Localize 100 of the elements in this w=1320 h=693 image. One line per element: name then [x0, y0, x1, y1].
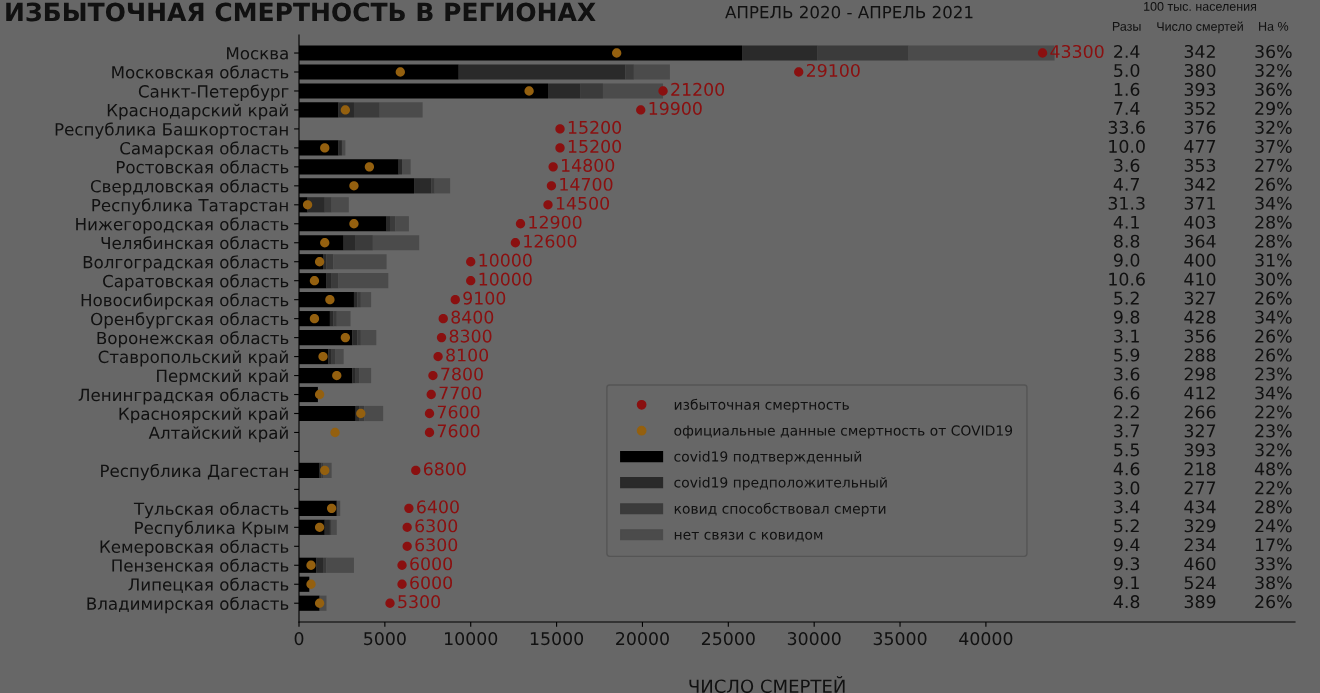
chart-title: ИЗБЫТОЧНАЯ СМЕРТНОСТЬ В РЕГИОНАХ — [6, 2, 596, 22]
point — [546, 181, 557, 191]
bar — [633, 64, 670, 80]
annotation: 524 — [1184, 576, 1216, 590]
y-tick-label: Воронежская область — [97, 331, 289, 348]
annotation: 36% — [1255, 82, 1292, 97]
point — [314, 522, 325, 532]
bar — [333, 311, 337, 327]
point — [658, 86, 668, 96]
point — [326, 503, 337, 514]
point — [318, 351, 328, 362]
data-label: 14700 — [560, 177, 613, 191]
annotation: 24% — [1255, 519, 1292, 533]
point — [636, 105, 646, 115]
point — [340, 332, 351, 343]
y-tick-label: Пензенская область — [112, 558, 289, 572]
point — [555, 143, 565, 153]
annotation: 266 — [1184, 405, 1216, 419]
data-label: 14800 — [562, 158, 615, 172]
y-tick-label: Оренбургская область — [91, 312, 289, 329]
data-label: 15200 — [568, 139, 622, 153]
annotation: 23% — [1255, 367, 1292, 381]
annotation: 36% — [1255, 44, 1292, 59]
point — [364, 162, 375, 172]
data-label: 7600 — [437, 405, 480, 419]
bar — [379, 102, 423, 118]
bar — [333, 254, 387, 270]
data-label: 8300 — [449, 329, 492, 343]
annotation: 26% — [1255, 348, 1292, 362]
annotation: 9.0 — [1113, 253, 1140, 267]
bar — [355, 235, 373, 251]
x-tick-label: 0 — [294, 632, 304, 646]
bar — [360, 330, 377, 346]
y-tick-label: Пермский край — [157, 369, 288, 386]
annotation: 428 — [1184, 310, 1216, 324]
y-tick-label: Тульская область — [133, 501, 289, 519]
point — [466, 257, 476, 267]
y-tick-label: Самарская область — [120, 141, 289, 158]
data-label: 5300 — [398, 595, 440, 609]
bar — [817, 45, 909, 61]
data-label: 8100 — [446, 348, 489, 362]
annotation: 3.1 — [1114, 329, 1139, 343]
annotation: 32% — [1255, 443, 1292, 457]
bar — [326, 273, 332, 289]
y-tick-label: Владимирская область — [87, 596, 289, 614]
annotation: 30% — [1255, 272, 1292, 286]
point — [524, 86, 534, 96]
y-tick-label: Республика Башкортостан — [55, 122, 288, 139]
bar — [343, 235, 356, 251]
annotation: 327 — [1184, 291, 1216, 305]
y-tick-label: Ростовская область — [116, 160, 289, 174]
point — [433, 351, 443, 362]
annotation: 342 — [1184, 44, 1215, 59]
x-tick-label: 25000 — [701, 632, 755, 646]
text: 100 тыс. населения — [1144, 1, 1257, 11]
y-tick-label: Республика Татарстан — [92, 198, 288, 215]
point — [320, 238, 330, 248]
bar — [395, 216, 409, 232]
data-label: 6000 — [410, 557, 453, 571]
annotation: 3.6 — [1114, 158, 1140, 172]
annotation: 7.4 — [1114, 102, 1140, 115]
point — [332, 370, 342, 381]
x-axis-title: ЧИСЛО СМЕРТЕЙ — [689, 676, 845, 693]
annotation: 33.6 — [1108, 120, 1145, 134]
x-tick-label: 10000 — [445, 632, 498, 646]
bar — [338, 140, 342, 156]
bar — [548, 83, 581, 99]
annotation: 3.7 — [1114, 424, 1139, 438]
category-label: На % — [1259, 21, 1289, 31]
y-tick-label: Саратовская область — [103, 274, 289, 291]
annotation: 412 — [1184, 386, 1215, 400]
y-tick-label: Кемеровская область — [100, 539, 289, 557]
y-tick-label: Московская область — [112, 65, 289, 79]
annotation: 4.7 — [1113, 177, 1139, 191]
annotation: 32% — [1255, 63, 1292, 78]
annotation: 352 — [1184, 101, 1215, 115]
annotation: 389 — [1184, 595, 1216, 609]
annotation: 34% — [1255, 386, 1292, 400]
annotation: 376 — [1184, 120, 1216, 134]
data-label: 10000 — [479, 272, 532, 286]
y-tick-label: Республика Крым — [135, 520, 288, 538]
annotation: 4.6 — [1113, 462, 1140, 476]
data-label: 6000 — [410, 576, 453, 590]
x-tick-label: 35000 — [873, 632, 927, 646]
annotation: 34% — [1255, 196, 1292, 210]
bar — [402, 159, 411, 175]
annotation: 364 — [1184, 234, 1216, 248]
annotation: 33% — [1255, 557, 1292, 571]
y-tick-label: Красноярский край — [119, 407, 288, 424]
legend-label: избыточная смертность — [674, 398, 849, 413]
legend-label: официальные данные смертность от COVID19 — [674, 425, 1013, 439]
bar — [414, 178, 432, 194]
legend-label: нет связи с ковидом — [674, 531, 823, 542]
data-label: 9100 — [463, 291, 506, 305]
bar — [372, 235, 420, 251]
annotation: 371 — [1184, 196, 1215, 210]
point — [428, 370, 438, 381]
annotation: 28% — [1255, 215, 1292, 229]
data-label: 19900 — [649, 101, 702, 115]
point — [438, 313, 448, 324]
